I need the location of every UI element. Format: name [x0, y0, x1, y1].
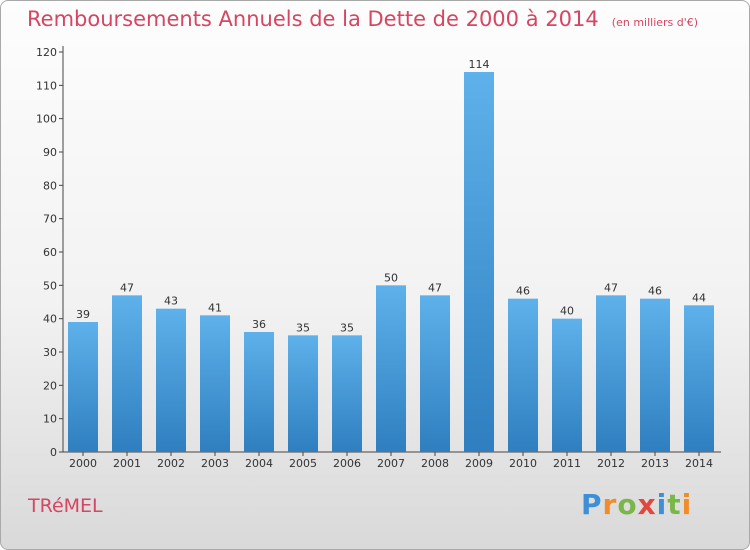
logo-letter: i	[681, 488, 693, 521]
chart-subtitle: (en milliers d'€)	[611, 16, 699, 29]
bar-value-label: 46	[648, 285, 662, 298]
x-tick-label: 2013	[641, 457, 669, 470]
y-tick-label: 100	[36, 113, 57, 126]
logo-letter: o	[617, 488, 638, 521]
y-tick-label: 20	[43, 379, 57, 392]
commune-name: TRéMEL	[28, 495, 103, 517]
logo-letter: t	[667, 488, 682, 521]
bar-value-label: 36	[252, 318, 266, 331]
bar-value-label: 47	[604, 281, 618, 294]
bar-value-label: 43	[164, 295, 178, 308]
x-tick-label: 2014	[685, 457, 713, 470]
bar	[288, 335, 318, 452]
bar-value-label: 46	[516, 285, 530, 298]
bar	[244, 332, 274, 452]
bar-value-label: 35	[296, 321, 310, 334]
y-tick-label: 120	[36, 46, 57, 59]
y-tick-label: 90	[43, 146, 57, 159]
x-tick-label: 2004	[245, 457, 273, 470]
x-tick-label: 2000	[69, 457, 97, 470]
bar	[420, 295, 450, 452]
x-tick-label: 2009	[465, 457, 493, 470]
x-tick-label: 2011	[553, 457, 581, 470]
x-tick-label: 2001	[113, 457, 141, 470]
bar	[156, 308, 186, 452]
x-tick-label: 2002	[157, 457, 185, 470]
bar-value-label: 35	[340, 321, 354, 334]
chart-title: Remboursements Annuels de la Dette de 20…	[27, 7, 599, 31]
logo-letter: x	[637, 488, 657, 521]
y-tick-label: 30	[43, 346, 57, 359]
x-tick-label: 2006	[333, 457, 361, 470]
bar	[68, 322, 98, 452]
bar	[684, 305, 714, 452]
bar	[376, 285, 406, 452]
x-tick-label: 2008	[421, 457, 449, 470]
bar	[200, 315, 230, 452]
logo-letter: P	[581, 488, 603, 521]
bar-value-label: 39	[76, 308, 90, 321]
y-tick-label: 80	[43, 179, 57, 192]
x-tick-label: 2012	[597, 457, 625, 470]
x-tick-label: 2005	[289, 457, 317, 470]
bar-value-label: 44	[692, 291, 706, 304]
bar-value-label: 41	[208, 301, 222, 314]
y-tick-label: 50	[43, 279, 57, 292]
y-tick-label: 60	[43, 246, 57, 259]
bar-value-label: 47	[120, 281, 134, 294]
y-tick-label: 10	[43, 413, 57, 426]
bar-value-label: 50	[384, 271, 398, 284]
bar-value-label: 40	[560, 305, 574, 318]
bar	[552, 318, 582, 452]
title-row: Remboursements Annuels de la Dette de 20…	[27, 7, 698, 31]
bar	[596, 295, 626, 452]
y-tick-label: 110	[36, 79, 57, 92]
proxiti-logo: Proxiti	[581, 488, 692, 521]
y-tick-label: 0	[50, 446, 57, 459]
y-tick-label: 40	[43, 313, 57, 326]
bar	[112, 295, 142, 452]
bar-value-label: 114	[469, 58, 490, 71]
bar-chart: 0 10 20 30 40 50 60 70 80 90 100 110 120 39 2000 47 2001…	[36, 46, 721, 470]
logo-letter: i	[656, 488, 668, 521]
x-tick-label: 2010	[509, 457, 537, 470]
bar	[332, 335, 362, 452]
x-tick-label: 2007	[377, 457, 405, 470]
bar-value-label: 47	[428, 281, 442, 294]
y-tick-label: 70	[43, 213, 57, 226]
logo-letter: r	[602, 488, 618, 521]
bar	[508, 298, 538, 452]
x-tick-label: 2003	[201, 457, 229, 470]
bar	[464, 72, 494, 452]
bar	[640, 298, 670, 452]
